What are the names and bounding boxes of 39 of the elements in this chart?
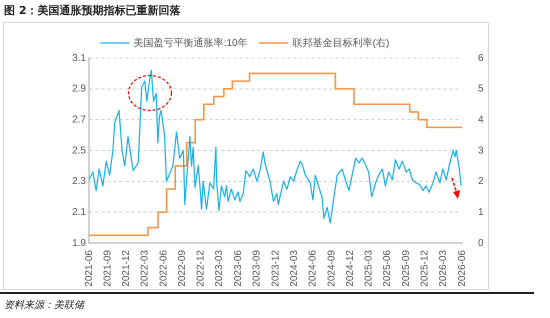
x-tick-label: 2023-12 [270,250,282,287]
y2-tick-label: 1 [478,206,484,218]
x-tick-label: 2026-03 [438,250,449,287]
x-tick-label: 2025-06 [382,250,394,287]
y-tick-label: 2.1 [72,206,86,218]
x-tick-label: 2024-12 [345,250,356,287]
x-tick-label: 2022-06 [158,250,170,287]
legend-label: 联邦基金目标利率(右) [292,36,390,49]
x-tick-label: 2023-06 [232,250,244,287]
x-tick-label: 2021-06 [84,250,95,287]
chart-title: 图 2：美国通胀预期指标已重新回落 [4,3,180,18]
y2-tick-label: 5 [478,84,484,95]
x-tick-label: 2024-09 [326,250,338,287]
y-tick-label: 2.7 [72,114,86,126]
x-tick-label: 2023-09 [252,250,263,287]
y-tick-label: 2.3 [72,176,86,188]
x-tick-label: 2021-12 [121,250,132,287]
legend-label: 美国盈亏平衡通胀率:10年 [134,36,248,49]
y2-tick-label: 6 [478,52,484,64]
y-tick-label: 2.5 [72,145,86,156]
y-tick-label: 2.9 [72,84,86,95]
x-tick-label: 2025-09 [400,250,412,287]
x-tick-label: 2025-12 [420,250,431,287]
x-tick-label: 2022-03 [140,250,151,287]
y2-tick-label: 2 [478,176,484,188]
x-tick-label: 2025-03 [363,250,374,287]
x-tick-label: 2024-06 [308,250,319,287]
x-tick-label: 2022-12 [196,250,207,287]
x-tick-label: 2026-06 [456,250,468,287]
text: 资料来源：美联储 [4,298,84,312]
y2-tick-label: 3 [478,145,484,156]
x-tick-label: 2022-09 [177,250,188,287]
y-tick-label: 3.1 [72,52,86,64]
y-tick-label: 1.9 [72,238,86,249]
y2-tick-label: 4 [478,114,484,126]
y2-tick-label: 0 [478,238,484,249]
x-tick-label: 2021-09 [102,250,114,287]
x-tick-label: 2023-03 [214,250,226,287]
x-tick-label: 2024-03 [288,250,300,287]
